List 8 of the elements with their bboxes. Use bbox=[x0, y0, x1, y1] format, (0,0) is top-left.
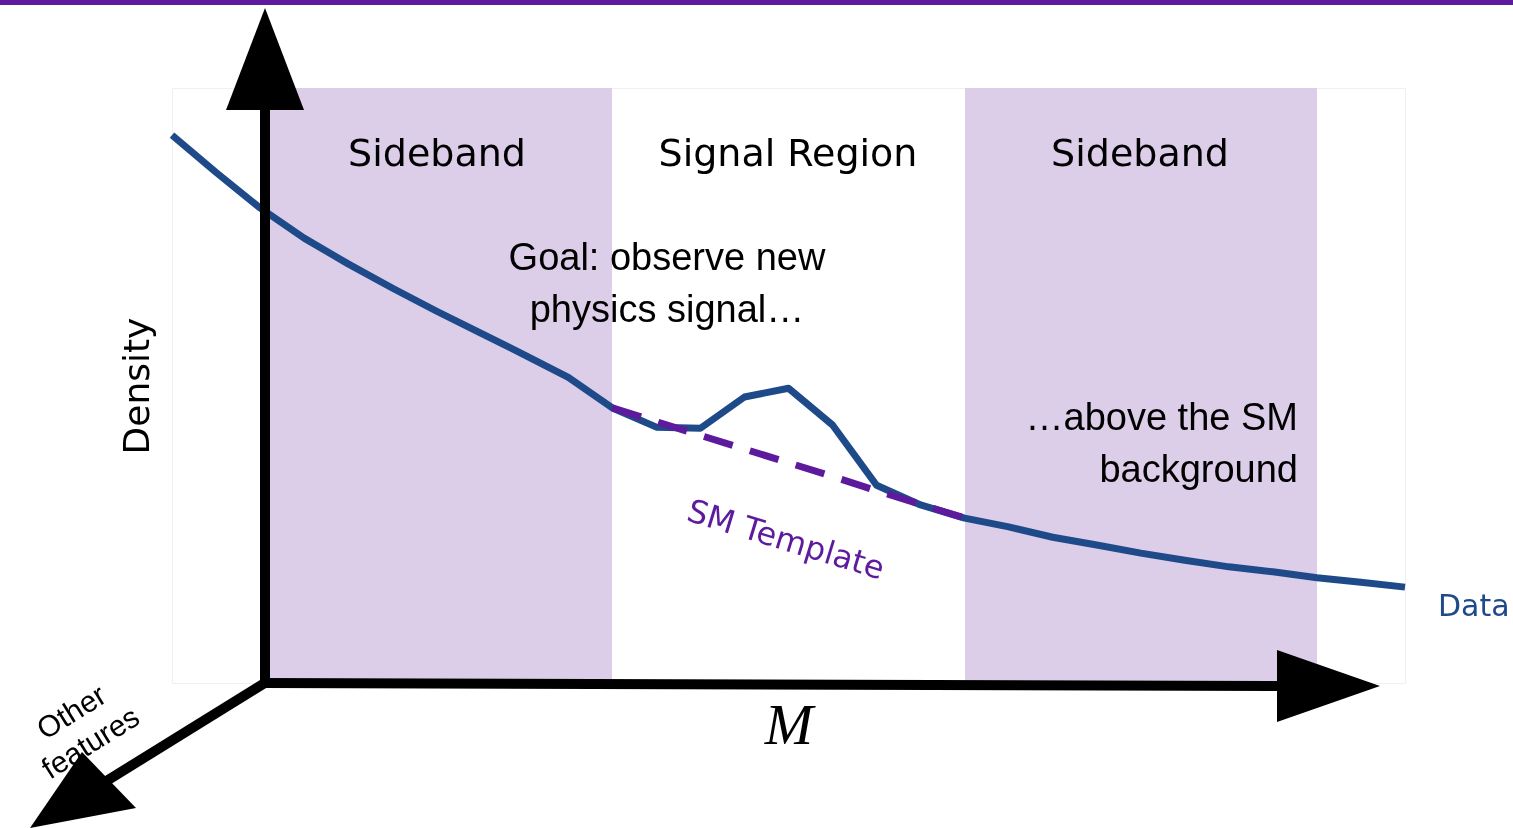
y-axis-title: Density bbox=[115, 317, 157, 455]
annotation: Sideband bbox=[1051, 131, 1229, 175]
annotation: Goal: observe new physics signal… bbox=[508, 236, 826, 330]
annotation: …above the SM background bbox=[1025, 396, 1298, 490]
annotation: Sideband bbox=[348, 131, 526, 175]
annotation: Signal Region bbox=[658, 131, 918, 175]
series-label: Data bbox=[1438, 588, 1510, 624]
x-axis-title: M bbox=[763, 691, 816, 757]
